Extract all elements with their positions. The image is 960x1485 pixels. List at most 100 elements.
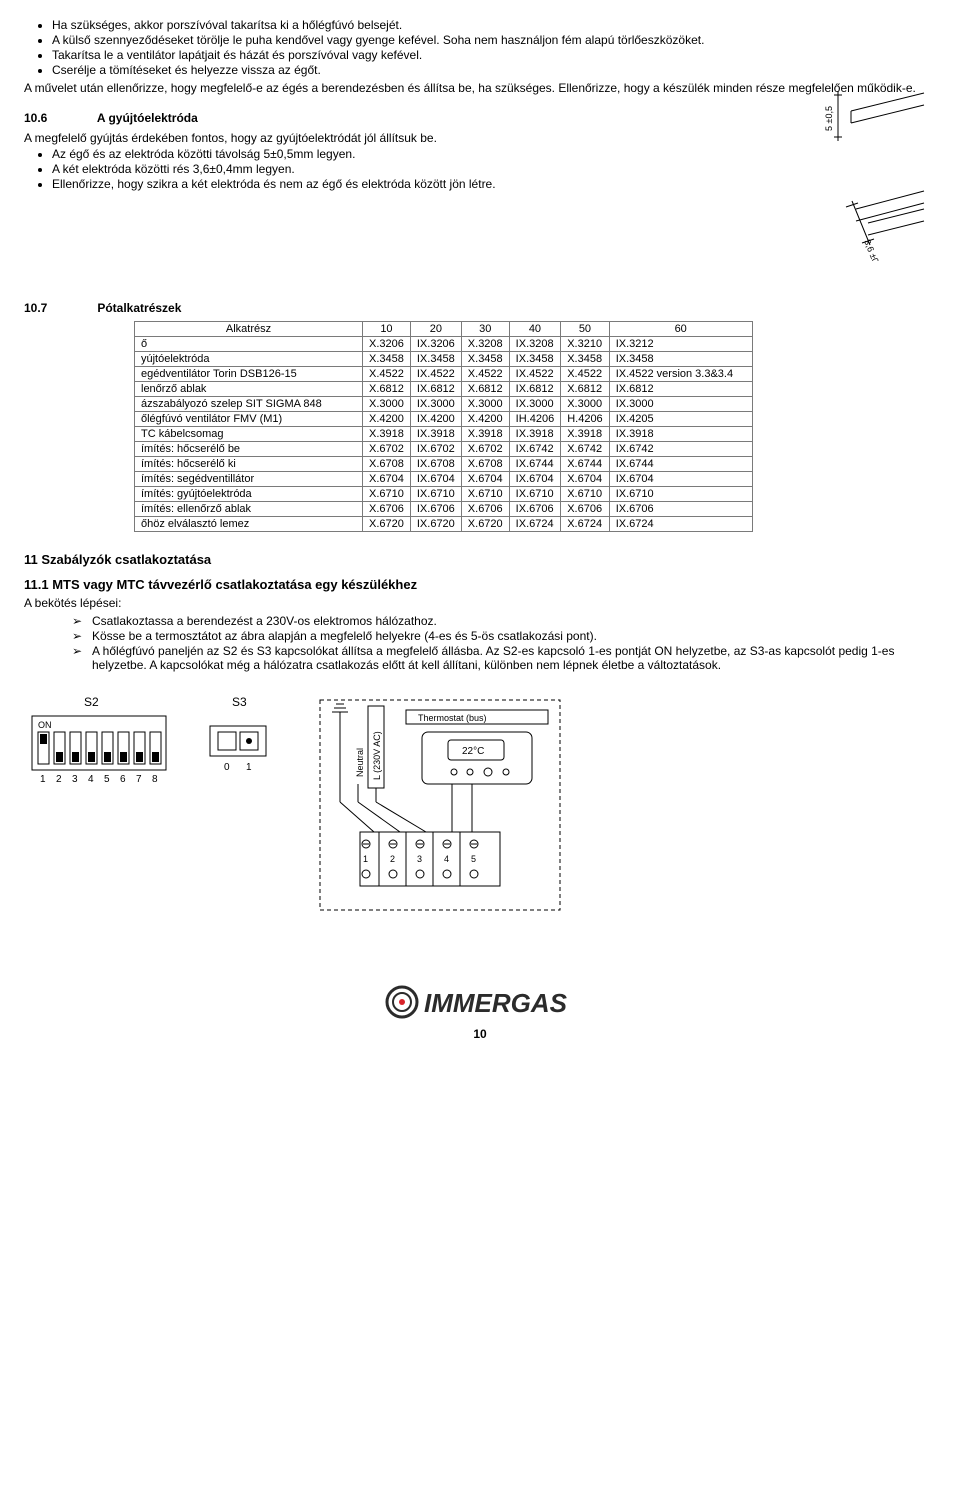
electrode-dim-b: 3,6 ±0,4 (862, 238, 883, 261)
td-part-code: X.3458 (363, 352, 411, 367)
td-part-code: X.3000 (561, 397, 609, 412)
td-part-code: IH.4206 (509, 412, 561, 427)
list-item: Ha szükséges, akkor porszívóval takaríts… (52, 18, 936, 32)
section-heading-11: 11 Szabályzók csatlakoztatása (24, 552, 936, 567)
svg-text:1: 1 (40, 774, 46, 785)
td-part-code: X.3918 (363, 427, 411, 442)
list-item: Takarítsa le a ventilátor lapátjait és h… (52, 48, 936, 62)
td-part-code: IX.3000 (609, 397, 752, 412)
td-part-code: X.6706 (461, 502, 509, 517)
td-part-name: ímítés: ellenőrző ablak (135, 502, 363, 517)
label-on: ON (38, 720, 52, 730)
table-row: ímítés: segédventillátorX.6704IX.6704X.6… (135, 472, 753, 487)
td-part-code: X.6706 (561, 502, 609, 517)
svg-text:2: 2 (390, 854, 395, 864)
td-part-code: X.6724 (561, 517, 609, 532)
td-part-code: X.4200 (363, 412, 411, 427)
td-part-name: ímítés: hőcserélő ki (135, 457, 363, 472)
th-col: 10 (363, 322, 411, 337)
td-part-code: IX.3000 (410, 397, 461, 412)
label-thermostat: Thermostat (bus) (418, 713, 487, 723)
td-part-name: ázszabályozó szelep SIT SIGMA 848 (135, 397, 363, 412)
td-part-code: IX.6812 (509, 382, 561, 397)
table-header-row: Alkatrész 10 20 30 40 50 60 (135, 322, 753, 337)
td-part-name: yújtóelektróda (135, 352, 363, 367)
td-part-code: IX.6710 (410, 487, 461, 502)
th-col: 40 (509, 322, 561, 337)
td-part-code: X.4522 (461, 367, 509, 382)
td-part-code: X.6710 (461, 487, 509, 502)
td-part-code: X.6720 (461, 517, 509, 532)
section-number: 10.7 (24, 301, 94, 315)
table-row: egédventilátor Torin DSB126-15X.4522IX.4… (135, 367, 753, 382)
td-part-code: X.3918 (461, 427, 509, 442)
td-part-code: IX.6704 (410, 472, 461, 487)
table-row: ímítés: gyújtóelektródaX.6710IX.6710X.67… (135, 487, 753, 502)
td-part-code: X.6812 (363, 382, 411, 397)
td-part-code: H.4206 (561, 412, 609, 427)
td-part-code: X.6710 (561, 487, 609, 502)
td-part-code: X.3210 (561, 337, 609, 352)
td-part-code: IX.3208 (509, 337, 561, 352)
svg-text:3: 3 (417, 854, 422, 864)
table-row: lenőrző ablakX.6812IX.6812X.6812IX.6812X… (135, 382, 753, 397)
td-part-code: IX.6742 (609, 442, 752, 457)
td-part-code: X.6742 (561, 442, 609, 457)
steps-list: Csatlakoztassa a berendezést a 230V-os e… (24, 614, 936, 672)
th-col: 30 (461, 322, 509, 337)
td-part-code: IX.6706 (609, 502, 752, 517)
td-part-code: IX.6708 (410, 457, 461, 472)
svg-text:4: 4 (88, 774, 94, 785)
td-part-code: IX.6724 (509, 517, 561, 532)
td-part-code: IX.6706 (509, 502, 561, 517)
s3-num-0: 0 (224, 762, 230, 773)
table-row: ímítés: hőcserélő kiX.6708IX.6708X.6708I… (135, 457, 753, 472)
list-item: Csatlakoztassa a berendezést a 230V-os e… (72, 614, 936, 628)
td-part-code: X.4522 (561, 367, 609, 382)
td-part-code: IX.6702 (410, 442, 461, 457)
td-part-code: X.3000 (363, 397, 411, 412)
td-part-code: IX.6724 (609, 517, 752, 532)
td-part-code: X.3208 (461, 337, 509, 352)
td-part-name: őhöz elválasztó lemez (135, 517, 363, 532)
td-part-code: X.6744 (561, 457, 609, 472)
td-part-code: X.6704 (461, 472, 509, 487)
logo-immergas: IMMERGAS (380, 982, 580, 1022)
td-part-code: X.3000 (461, 397, 509, 412)
td-part-code: IX.3458 (509, 352, 561, 367)
td-part-code: IX.3206 (410, 337, 461, 352)
td-part-code: IX.6742 (509, 442, 561, 457)
dip-switch-s2-diagram: S2 ON 12345678 (24, 692, 174, 802)
td-part-code: IX.3918 (509, 427, 561, 442)
list-item: Cserélje a tömítéseket és helyezze vissz… (52, 63, 936, 77)
td-part-code: IX.3918 (609, 427, 752, 442)
svg-text:6: 6 (120, 774, 126, 785)
list-item: A hőlégfúvó paneljén az S2 és S3 kapcsol… (72, 644, 936, 672)
svg-text:5: 5 (104, 774, 110, 785)
td-part-code: IX.4200 (410, 412, 461, 427)
svg-text:2: 2 (56, 774, 62, 785)
list-item: Kösse be a termosztátot az ábra alapján … (72, 629, 936, 643)
td-part-code: IX.4522 (509, 367, 561, 382)
td-part-name: őlégfúvó ventilátor FMV (M1) (135, 412, 363, 427)
td-part-code: IX.3458 (410, 352, 461, 367)
td-part-code: X.3458 (461, 352, 509, 367)
th-col: 20 (410, 322, 461, 337)
electrode-dim-a: 5 ±0,5 (824, 106, 834, 131)
td-part-code: X.6812 (561, 382, 609, 397)
td-part-code: IX.3000 (509, 397, 561, 412)
table-row: ímítés: hőcserélő beX.6702IX.6702X.6702I… (135, 442, 753, 457)
td-part-name: lenőrző ablak (135, 382, 363, 397)
td-part-code: IX.6706 (410, 502, 461, 517)
table-row: TC kábelcsomagX.3918IX.3918X.3918IX.3918… (135, 427, 753, 442)
td-part-code: IX.6704 (609, 472, 752, 487)
label-s3: S3 (232, 695, 247, 709)
table-row: őlégfúvó ventilátor FMV (M1)X.4200IX.420… (135, 412, 753, 427)
section-title: Pótalkatrészek (97, 301, 181, 315)
td-part-code: IX.4522 version 3.3&3.4 (609, 367, 752, 382)
label-s2: S2 (84, 695, 99, 709)
td-part-code: X.3918 (561, 427, 609, 442)
svg-text:5: 5 (471, 854, 476, 864)
td-part-code: IX.6812 (609, 382, 752, 397)
section-title: A gyújtóelektróda (97, 111, 198, 125)
